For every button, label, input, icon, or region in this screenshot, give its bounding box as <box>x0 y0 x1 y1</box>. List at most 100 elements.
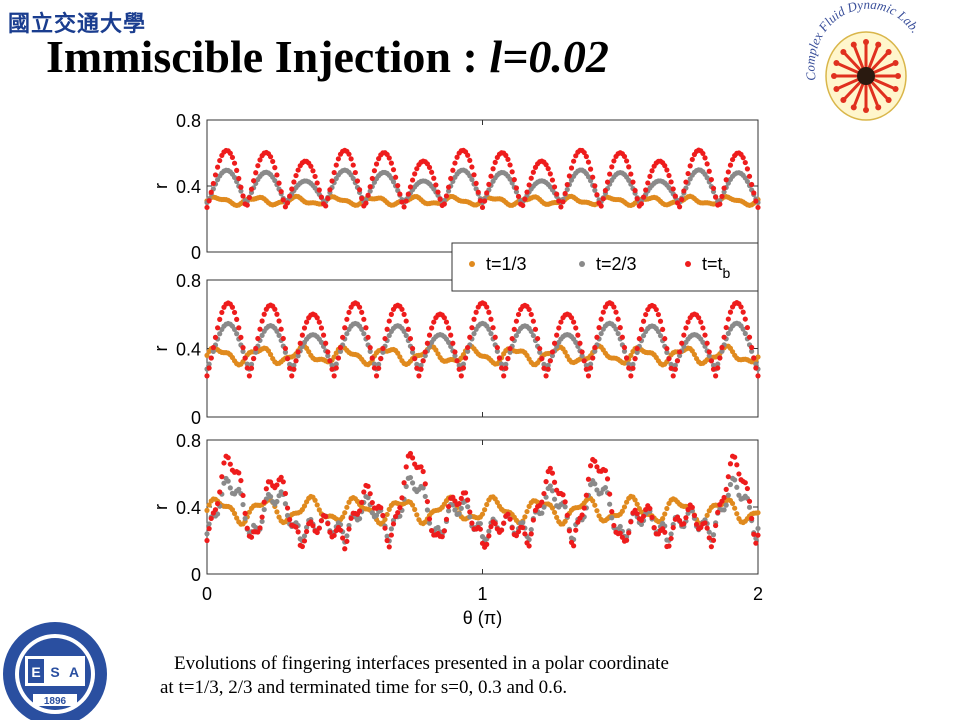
data-point <box>465 348 471 354</box>
data-point <box>626 361 632 367</box>
data-point <box>314 180 320 186</box>
data-point <box>314 502 320 508</box>
data-point <box>700 339 706 345</box>
data-point <box>734 484 740 490</box>
data-point <box>547 465 553 471</box>
data-point <box>204 352 210 358</box>
data-point <box>710 185 717 191</box>
data-point <box>384 533 390 539</box>
data-point <box>238 188 244 194</box>
data-point <box>634 501 640 507</box>
data-point <box>390 521 397 527</box>
data-point <box>227 461 233 467</box>
title-param: l <box>489 31 503 82</box>
data-point <box>685 170 691 177</box>
data-point <box>727 461 734 467</box>
data-point <box>587 463 594 469</box>
data-point <box>545 166 551 172</box>
data-point <box>727 481 734 488</box>
data-point <box>291 179 297 185</box>
data-point <box>551 340 558 346</box>
data-point <box>441 315 447 321</box>
data-point <box>568 315 575 321</box>
data-point <box>664 505 670 512</box>
series-t-t-b <box>204 450 761 552</box>
data-point <box>706 529 712 535</box>
y-tick-label: 0 <box>191 565 201 585</box>
data-point <box>666 356 672 362</box>
data-point <box>727 162 734 168</box>
data-point <box>393 513 399 520</box>
data-point <box>702 332 708 338</box>
data-point <box>723 502 729 508</box>
data-point <box>259 518 265 525</box>
data-point <box>469 325 475 331</box>
data-point <box>564 182 570 188</box>
figure-caption: Evolutions of fingering interfaces prese… <box>160 652 900 700</box>
data-point <box>547 483 553 489</box>
data-point <box>340 535 346 541</box>
data-point <box>698 319 704 325</box>
x-tick-label: 0 <box>202 584 212 604</box>
data-point <box>429 169 435 175</box>
data-point <box>231 174 238 181</box>
data-point <box>467 157 473 164</box>
data-point <box>492 159 498 165</box>
data-point <box>626 530 632 536</box>
data-point <box>719 193 725 200</box>
data-point <box>498 527 505 533</box>
data-point <box>323 340 329 346</box>
data-point <box>676 204 683 210</box>
data-point <box>753 365 759 371</box>
data-point <box>282 490 289 497</box>
data-point <box>301 533 308 539</box>
data-point <box>681 188 687 194</box>
data-point <box>371 168 378 174</box>
data-point <box>507 516 513 522</box>
y-tick-label: 0.8 <box>176 271 201 291</box>
data-point <box>755 510 761 516</box>
data-point <box>234 331 240 337</box>
data-point <box>587 166 594 172</box>
data-point <box>456 501 462 507</box>
data-point <box>208 355 214 361</box>
panel-s0: 0 0.4 0.8 r <box>151 111 761 263</box>
data-point <box>225 478 231 484</box>
data-point <box>386 318 392 324</box>
data-point <box>251 178 257 184</box>
fingering-chart: 0 0.4 0.8 r 0 0.4 0.8 r 0 0.4 0.8 r 0 1 2 θ (π) t=1/3 t=2… <box>151 111 763 628</box>
legend-label: t=1/3 <box>486 254 527 274</box>
data-point <box>433 182 439 188</box>
data-point <box>539 499 545 505</box>
data-point <box>293 358 299 364</box>
data-point <box>566 173 572 179</box>
data-point <box>727 309 734 315</box>
data-point <box>431 175 437 181</box>
data-point <box>267 493 274 500</box>
data-point <box>458 505 464 511</box>
data-point <box>318 325 325 331</box>
data-point <box>477 198 483 204</box>
data-point <box>208 189 214 195</box>
data-point <box>575 519 581 525</box>
data-point <box>501 520 507 526</box>
data-point <box>668 179 674 185</box>
data-point <box>484 190 490 196</box>
data-point <box>528 175 534 181</box>
data-point <box>700 150 706 157</box>
data-point <box>530 517 536 523</box>
data-point <box>354 178 361 184</box>
data-point <box>670 186 676 192</box>
data-point <box>435 189 441 195</box>
data-point <box>503 152 509 158</box>
data-point <box>679 340 685 346</box>
data-point <box>204 531 210 537</box>
data-point <box>469 164 475 170</box>
data-point <box>443 319 450 325</box>
data-point <box>407 474 414 481</box>
data-point <box>274 172 280 178</box>
data-point <box>248 534 255 540</box>
data-point <box>554 514 560 521</box>
data-point <box>448 332 454 338</box>
data-point <box>238 334 244 340</box>
